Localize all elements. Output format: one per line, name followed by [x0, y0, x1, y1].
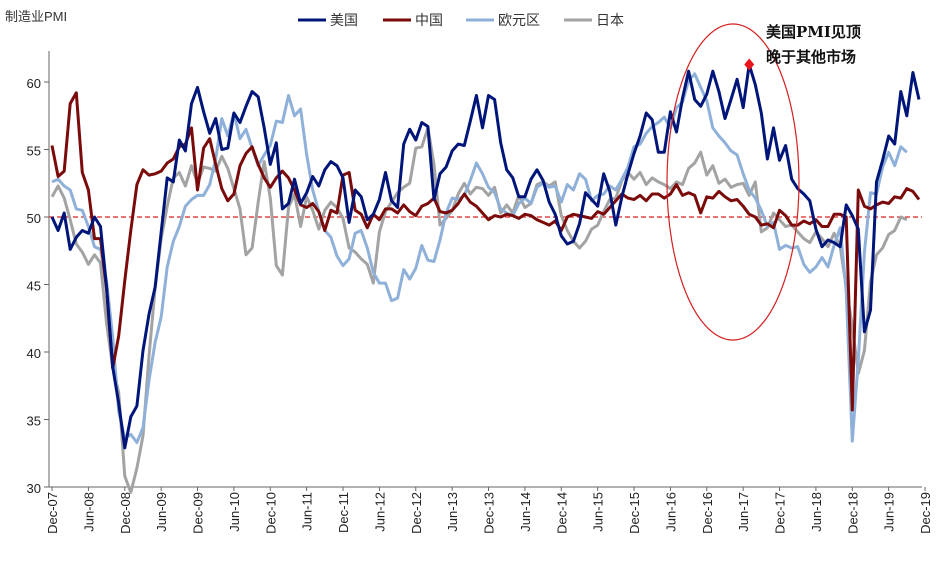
x-tick-label: Dec-08 — [118, 492, 133, 534]
series-line-2 — [51, 72, 908, 444]
annotation-line-1: 美国PMI见顶 — [766, 23, 861, 41]
y-tick-label: 60 — [27, 76, 41, 91]
highlight-ellipse — [666, 23, 800, 341]
x-tick-label: Jun-08 — [81, 492, 96, 532]
legend-label: 美国 — [330, 13, 358, 29]
x-tick-label: Dec-14 — [554, 492, 569, 534]
x-tick-label: Dec-15 — [627, 492, 642, 534]
y-tick-label: 30 — [27, 481, 41, 496]
x-tick-label: Jun-12 — [372, 492, 387, 532]
y-axis: 30 35 40 45 50 55 60 — [27, 51, 50, 496]
x-tick-label: Jun-19 — [882, 492, 897, 532]
x-tick-label: Dec-07 — [45, 492, 60, 534]
y-tick-label: 50 — [27, 211, 41, 226]
x-tick-label: Jun-11 — [300, 492, 315, 531]
x-tick-label: Jun-13 — [445, 492, 460, 532]
peak-marker-diamond — [744, 58, 755, 71]
y-tick-label: 55 — [27, 144, 41, 159]
x-tick-label: Dec-13 — [482, 492, 497, 534]
series-lines — [50, 63, 921, 494]
annotation-line-2: 晚于其他市场 — [766, 48, 856, 66]
x-tick-label: Dec-12 — [409, 492, 424, 534]
x-tick-label: Jun-17 — [736, 492, 751, 532]
x-axis: Dec-07 Jun-08 Dec-08 Jun-09 Dec-09 Jun-10 Dec-… — [45, 486, 933, 534]
y-axis-title: 制造业PMI — [5, 9, 67, 24]
x-tick-label: Jun-09 — [154, 492, 169, 532]
legend-label: 欧元区 — [498, 13, 540, 29]
x-tick-label: Dec-11 — [336, 492, 351, 533]
legend-label: 日本 — [596, 13, 624, 29]
x-tick-label: Jun-15 — [591, 492, 606, 532]
y-tick-label: 35 — [27, 414, 41, 429]
x-tick-label: Dec-09 — [191, 492, 206, 534]
x-tick-label: Dec-10 — [263, 492, 278, 534]
x-tick-label: Dec-19 — [918, 492, 933, 534]
series-line-0 — [50, 63, 921, 450]
y-tick-label: 45 — [27, 279, 41, 294]
series-line-1 — [50, 91, 921, 412]
peak-marker — [744, 58, 755, 71]
x-tick-label: Dec-17 — [773, 492, 788, 534]
x-tick-label: Dec-16 — [700, 492, 715, 534]
x-tick-label: Jun-18 — [809, 492, 824, 532]
y-tick-label: 40 — [27, 346, 41, 361]
x-tick-label: Jun-14 — [518, 492, 533, 532]
legend: 美国 中国 欧元区 日本 — [298, 13, 624, 29]
x-tick-label: Jun-16 — [663, 492, 678, 532]
x-tick-label: Jun-10 — [227, 492, 242, 532]
x-tick-label: Dec-18 — [845, 492, 860, 534]
legend-label: 中国 — [415, 13, 443, 29]
series-line-3 — [50, 126, 908, 494]
